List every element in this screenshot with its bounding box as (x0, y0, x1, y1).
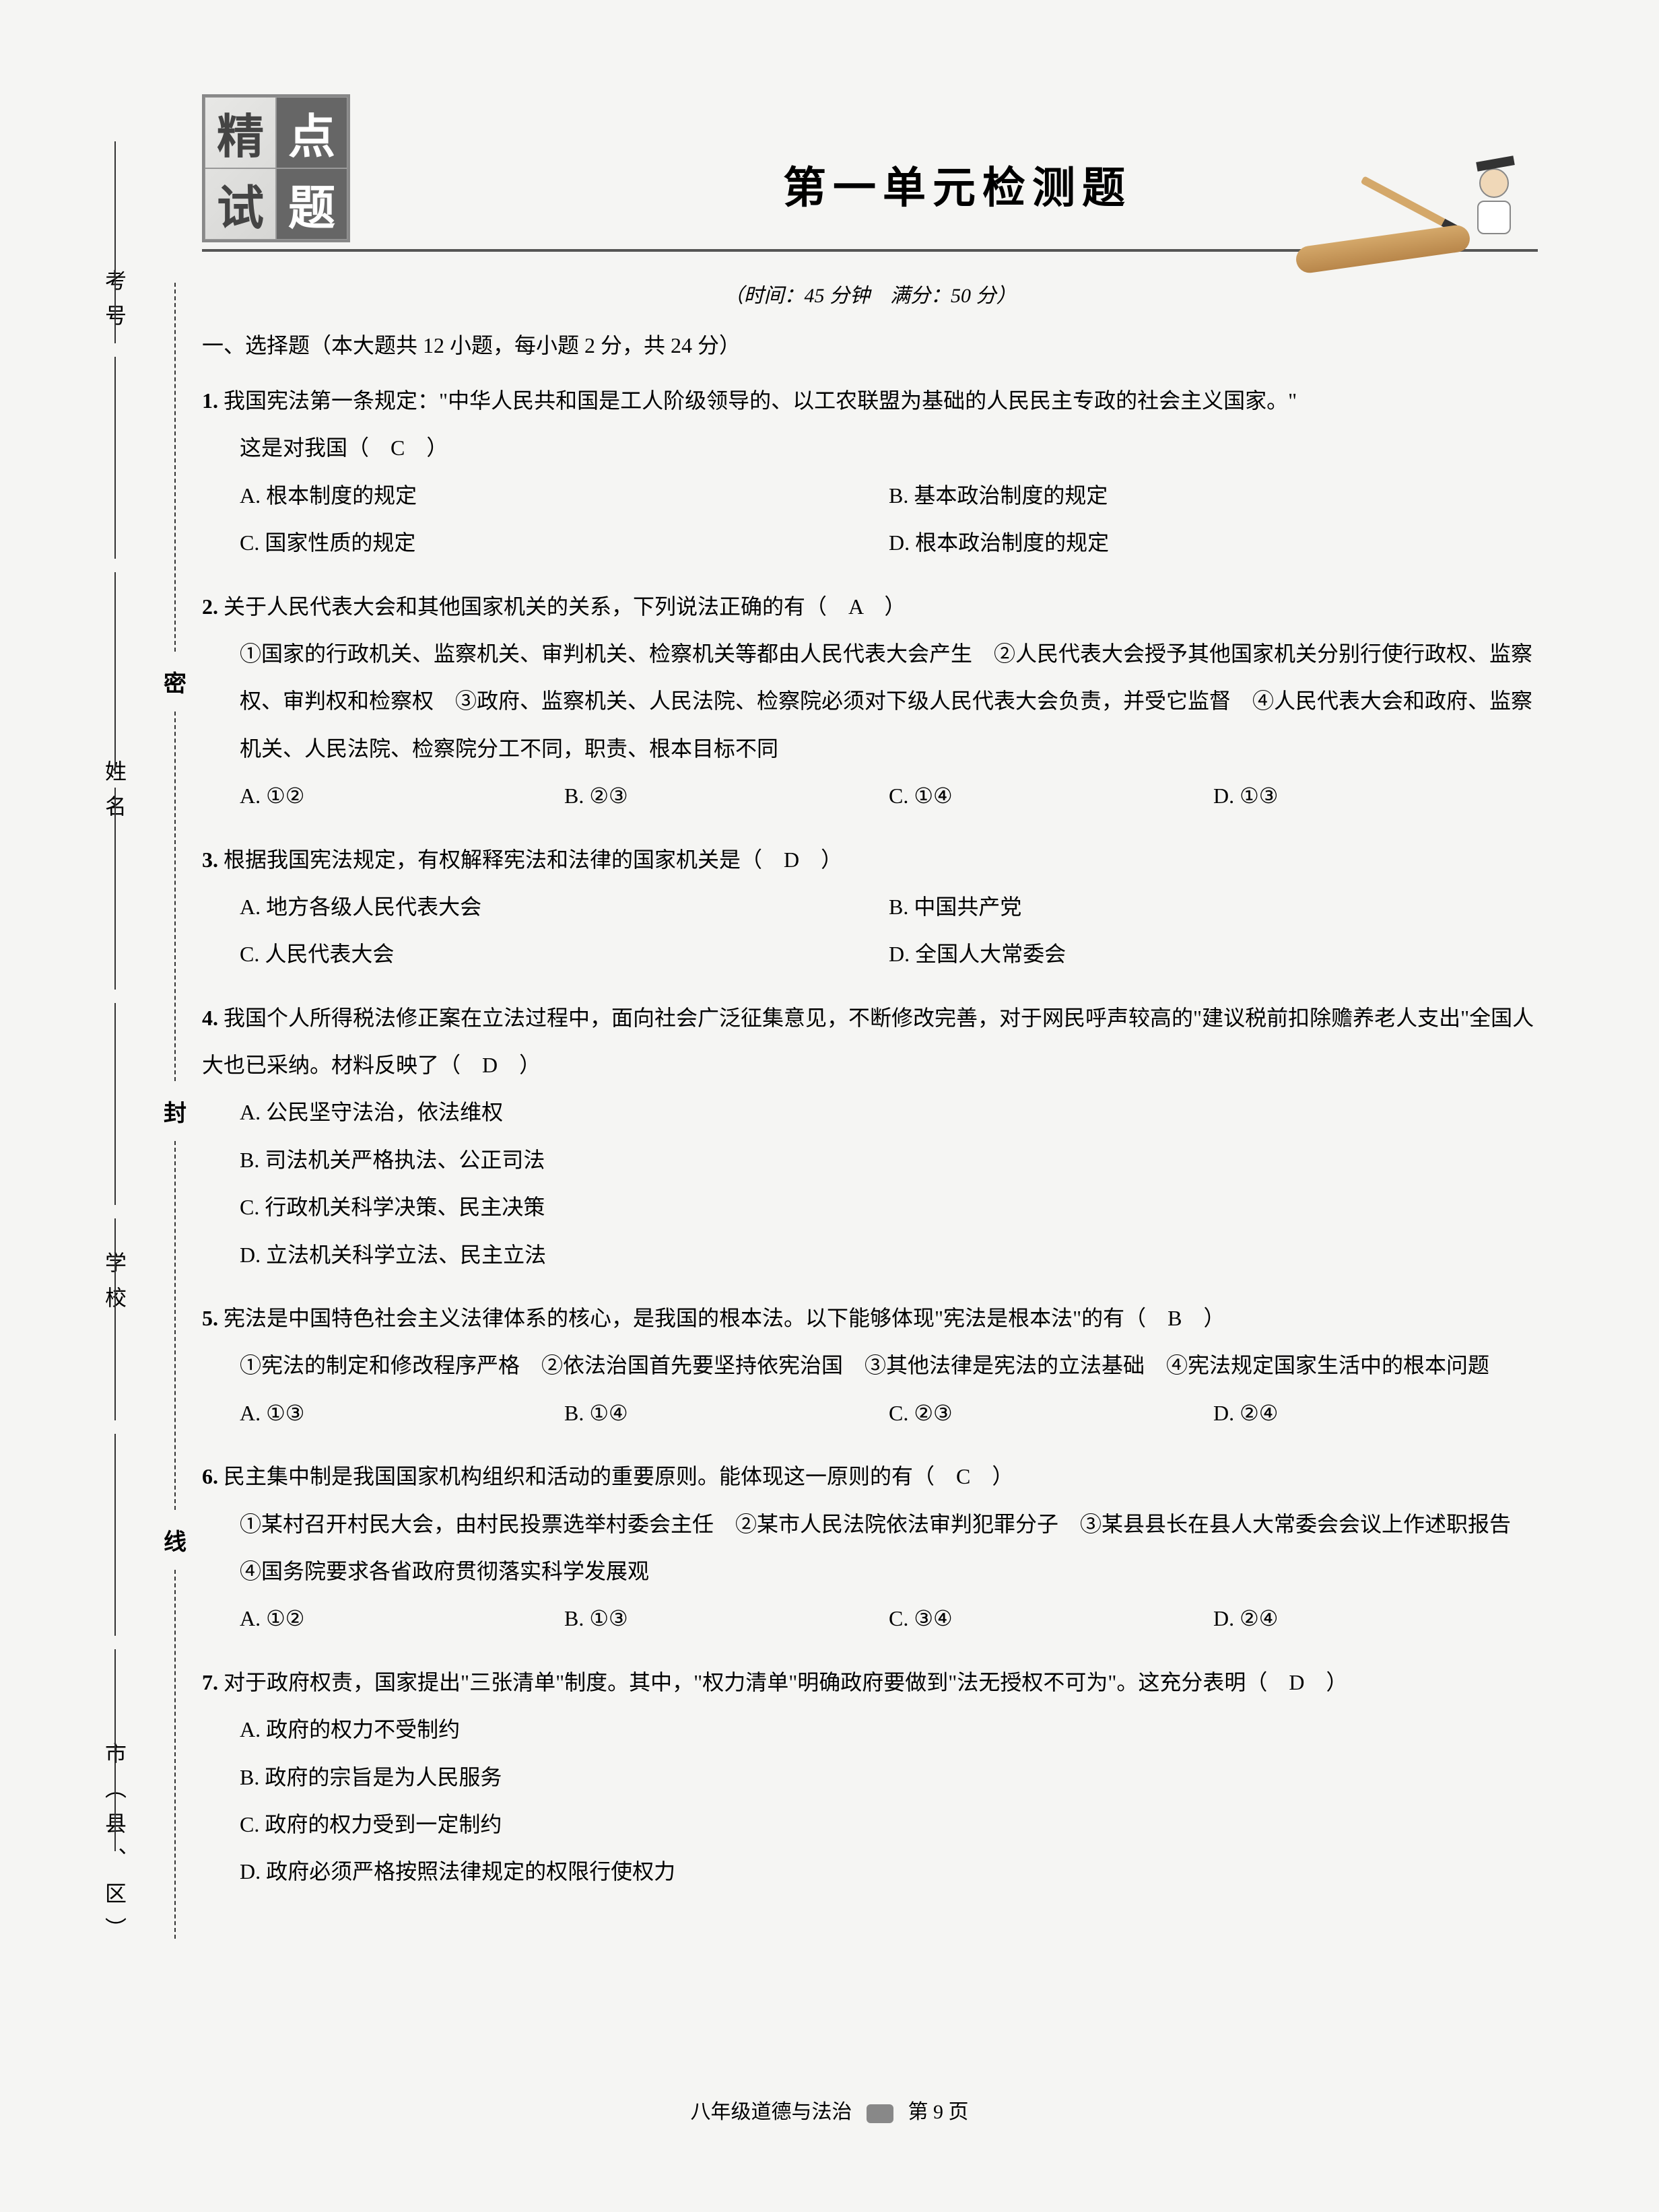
question-sub-items: ①国家的行政机关、监察机关、审判机关、检察机关等都由人民代表大会产生 ②人民代表… (202, 630, 1538, 772)
header-decoration (1268, 195, 1538, 249)
options-row: A. 地方各级人民代表大会B. 中国共产党C. 人民代表大会D. 全国人大常委会 (202, 883, 1538, 978)
option-C: C. 人民代表大会 (240, 930, 889, 977)
question-text: 我国个人所得税法修正案在立法过程中，面向社会广泛征集意见，不断修改完善，对于网民… (202, 1006, 1534, 1077)
book-icon (867, 2104, 893, 2123)
logo-cell-3: 试 (205, 168, 276, 240)
exam-meta: （时间：45 分钟 满分：50 分） (202, 279, 1538, 308)
scroll-icon (1294, 223, 1471, 275)
seal-word-1: 密 (164, 665, 187, 698)
option-D: D. ①③ (1213, 772, 1538, 819)
option-B: B. 政府的宗旨是为人民服务 (240, 1754, 1538, 1801)
question-text: 对于政府权责，国家提出"三张清单"制度。其中，"权力清单"明确政府要做到"法无授… (224, 1670, 1348, 1694)
question-number: 1. (202, 388, 224, 413)
option-C: C. ③④ (889, 1595, 1213, 1642)
page-footer: 八年级道德与法治 第 9 页 (0, 2095, 1659, 2124)
option-D: D. 立法机关科学立法、民主立法 (240, 1231, 1538, 1278)
option-B: B. ①④ (564, 1389, 889, 1437)
logo-cell-4: 题 (276, 168, 347, 240)
section-1-heading: 一、选择题（本大题共 12 小题，每小题 2 分，共 24 分） (202, 329, 1538, 359)
question-number: 2. (202, 594, 224, 619)
question-text: 民主集中制是我国国家机构组织和活动的重要原则。能体现这一原则的有（ C ） (224, 1464, 1013, 1488)
question-text-line2: 这是对我国（ C ） (202, 424, 1538, 471)
options-row: A. 政府的权力不受制约B. 政府的宗旨是为人民服务C. 政府的权力受到一定制约… (202, 1706, 1538, 1896)
option-C: C. ②③ (889, 1389, 1213, 1437)
option-D: D. ②④ (1213, 1595, 1538, 1642)
option-A: A. ①③ (240, 1389, 564, 1437)
seal-line: 密 封 线 (162, 269, 189, 1952)
option-D: D. 全国人大常委会 (889, 930, 1538, 977)
question-number: 7. (202, 1670, 224, 1694)
options-row: A. 根本制度的规定B. 基本政治制度的规定C. 国家性质的规定D. 根本政治制… (202, 472, 1538, 567)
footer-page: 第 9 页 (908, 2101, 969, 2123)
question-text: 关于人民代表大会和其他国家机关的关系，下列说法正确的有（ A ） (224, 594, 906, 619)
option-D: D. 根本政治制度的规定 (889, 519, 1538, 566)
student-figure-icon (1464, 168, 1524, 242)
options-row: A. ①③B. ①④C. ②③D. ②④ (202, 1389, 1538, 1437)
question-6: 6. 民主集中制是我国国家机构组织和活动的重要原则。能体现这一原则的有（ C ）… (202, 1453, 1538, 1643)
question-number: 3. (202, 848, 224, 872)
seal-word-2: 封 (164, 1095, 187, 1128)
options-row: A. ①②B. ②③C. ①④D. ①③ (202, 772, 1538, 819)
logo-cell-1: 精 (205, 97, 276, 168)
option-B: B. ②③ (564, 772, 889, 819)
question-2: 2. 关于人民代表大会和其他国家机关的关系，下列说法正确的有（ A ） ①国家的行… (202, 583, 1538, 820)
question-sub-items: ①宪法的制定和修改程序严格 ②依法治国首先要坚持依宪治国 ③其他法律是宪法的立法… (202, 1342, 1538, 1389)
option-D: D. 政府必须严格按照法律规定的权限行使权力 (240, 1848, 1538, 1895)
footer-subject: 八年级道德与法治 (691, 2101, 852, 2123)
option-B: B. 基本政治制度的规定 (889, 472, 1538, 519)
question-3: 3. 根据我国宪法规定，有权解释宪法和法律的国家机关是（ D ） A. 地方各级人… (202, 836, 1538, 978)
options-row: A. ①②B. ①③C. ③④D. ②④ (202, 1595, 1538, 1642)
option-C: C. ①④ (889, 772, 1213, 819)
option-A: A. 地方各级人民代表大会 (240, 883, 889, 930)
option-D: D. ②④ (1213, 1389, 1538, 1437)
option-C: C. 国家性质的规定 (240, 519, 889, 566)
page-header: 精 点 试 题 第一单元检测题 (202, 94, 1538, 252)
option-A: A. 公民坚守法治，依法维权 (240, 1088, 1538, 1136)
seal-word-3: 线 (164, 1523, 187, 1556)
questions-container: 1. 我国宪法第一条规定："中华人民共和国是工人阶级领导的、以工农联盟为基础的人… (202, 377, 1538, 1896)
question-1: 1. 我国宪法第一条规定："中华人民共和国是工人阶级领导的、以工农联盟为基础的人… (202, 377, 1538, 567)
question-number: 5. (202, 1306, 224, 1330)
question-sub-items: ①某村召开村民大会，由村民投票选举村委会主任 ②某市人民法院依法审判犯罪分子 ③… (202, 1500, 1538, 1595)
option-B: B. 司法机关严格执法、公正司法 (240, 1136, 1538, 1183)
question-4: 4. 我国个人所得税法修正案在立法过程中，面向社会广泛征集意见，不断修改完善，对… (202, 994, 1538, 1278)
option-A: A. 政府的权力不受制约 (240, 1706, 1538, 1753)
option-C: C. 政府的权力受到一定制约 (240, 1801, 1538, 1848)
option-C: C. 行政机关科学决策、民主决策 (240, 1183, 1538, 1231)
option-A: A. ①② (240, 772, 564, 819)
question-text: 根据我国宪法规定，有权解释宪法和法律的国家机关是（ D ） (224, 848, 842, 872)
question-text: 宪法是中国特色社会主义法律体系的核心，是我国的根本法。以下能够体现"宪法是根本法… (224, 1306, 1225, 1330)
side-underline-group (114, 135, 116, 2087)
question-number: 4. (202, 1006, 224, 1030)
options-row: A. 公民坚守法治，依法维权B. 司法机关严格执法、公正司法C. 行政机关科学决… (202, 1088, 1538, 1278)
option-A: A. ①② (240, 1595, 564, 1642)
question-7: 7. 对于政府权责，国家提出"三张清单"制度。其中，"权力清单"明确政府要做到"… (202, 1659, 1538, 1896)
logo-box: 精 点 试 题 (202, 94, 350, 242)
question-text: 我国宪法第一条规定："中华人民共和国是工人阶级领导的、以工农联盟为基础的人民民主… (224, 388, 1297, 413)
logo-cell-2: 点 (276, 97, 347, 168)
question-number: 6. (202, 1464, 224, 1488)
option-B: B. 中国共产党 (889, 883, 1538, 930)
option-A: A. 根本制度的规定 (240, 472, 889, 519)
option-B: B. ①③ (564, 1595, 889, 1642)
question-5: 5. 宪法是中国特色社会主义法律体系的核心，是我国的根本法。以下能够体现"宪法是… (202, 1294, 1538, 1437)
